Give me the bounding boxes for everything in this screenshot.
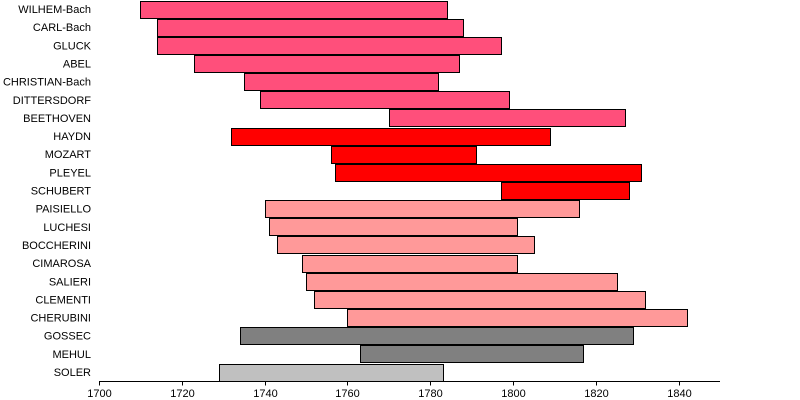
category-label: DITTERSDORF xyxy=(13,95,92,107)
x-tick-label: 1820 xyxy=(584,388,608,400)
bar-dittersdorf xyxy=(260,91,510,109)
bar-gluck xyxy=(157,37,502,55)
category-label: CHERUBINI xyxy=(30,313,91,325)
x-tick-label: 1720 xyxy=(170,388,194,400)
bar-luchesi xyxy=(269,218,518,236)
category-label: WILHEM-Bach xyxy=(18,4,91,16)
category-label: PAISIELLO xyxy=(36,204,92,216)
bar-salieri xyxy=(306,273,618,291)
bars-layer xyxy=(140,1,688,382)
category-label: GOSSEC xyxy=(44,331,91,343)
x-tick-label: 1760 xyxy=(335,388,359,400)
x-axis: 1700 1720 1740 1760 1780 1800 1820 1840 xyxy=(87,381,720,400)
category-label: SALIERI xyxy=(49,276,91,288)
category-label: BEETHOVEN xyxy=(23,113,91,125)
bar-beethoven xyxy=(389,109,626,127)
bar-clementi xyxy=(314,291,646,309)
bar-abel xyxy=(194,55,460,73)
bar-mehul xyxy=(360,345,584,363)
category-labels: WILHEM-Bach CARL-Bach GLUCK ABEL CHRISTIAN-B… xyxy=(3,4,92,379)
bar-christian-bach xyxy=(244,73,439,91)
category-label: ABEL xyxy=(63,58,91,70)
category-label: SOLER xyxy=(54,367,91,379)
category-label: CARL-Bach xyxy=(33,22,91,34)
x-tick-label: 1780 xyxy=(418,388,442,400)
category-label: BOCCHERINI xyxy=(22,240,91,252)
category-label: HAYDN xyxy=(53,131,91,143)
bar-paisiello xyxy=(265,200,580,218)
category-label: SCHUBERT xyxy=(31,186,92,198)
category-label: LUCHESI xyxy=(43,222,91,234)
bar-schubert xyxy=(501,182,630,200)
x-tick-label: 1740 xyxy=(253,388,277,400)
bar-gossec xyxy=(240,327,634,345)
bar-pleyel xyxy=(335,164,642,182)
category-label: MOZART xyxy=(45,149,92,161)
category-label: MEHUL xyxy=(52,349,91,361)
category-label: CLEMENTI xyxy=(35,294,91,306)
x-tick-label: 1700 xyxy=(87,388,111,400)
bar-cimarosa xyxy=(302,255,518,273)
bar-wilhem-bach xyxy=(140,1,448,19)
category-label: CIMAROSA xyxy=(32,258,91,270)
bar-carl-bach xyxy=(157,19,464,37)
bar-cherubini xyxy=(347,309,688,327)
bar-boccherini xyxy=(277,236,535,254)
category-label: PLEYEL xyxy=(49,167,91,179)
category-label: GLUCK xyxy=(53,40,92,52)
bar-soler xyxy=(219,364,444,382)
bar-haydn xyxy=(231,128,551,146)
x-tick-label: 1840 xyxy=(667,388,691,400)
bar-mozart xyxy=(331,146,477,164)
x-tick-label: 1800 xyxy=(501,388,525,400)
category-label: CHRISTIAN-Bach xyxy=(3,77,91,89)
